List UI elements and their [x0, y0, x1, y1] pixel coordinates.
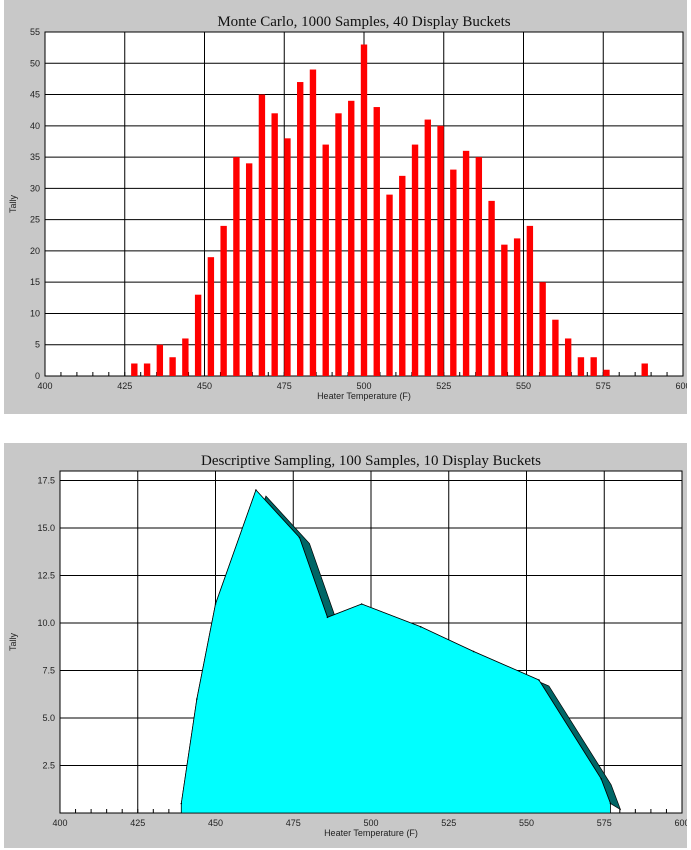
- histogram-bar: [552, 320, 558, 376]
- chart-title: Descriptive Sampling, 100 Samples, 10 Di…: [201, 453, 541, 469]
- histogram-bar: [565, 338, 571, 376]
- y-tick-label: 2.5: [42, 761, 55, 771]
- histogram-bar: [310, 70, 316, 376]
- histogram-bar: [144, 363, 150, 376]
- histogram-bar: [284, 138, 290, 376]
- histogram-bar: [463, 151, 469, 376]
- histogram-bar: [259, 95, 265, 376]
- x-tick-label: 500: [356, 381, 371, 391]
- histogram-bar: [590, 357, 596, 376]
- y-tick-label: 20: [30, 246, 40, 256]
- monte-carlo-chart-panel: 400 425 450 475 500 525 550 575 600 0 5 10 15 20 25 30 3…: [4, 0, 687, 414]
- histogram-bar: [335, 113, 341, 376]
- area-point: [420, 626, 422, 628]
- x-tick-label: 450: [197, 381, 212, 391]
- x-tick-label: 575: [597, 818, 612, 828]
- x-tick-label: 475: [286, 818, 301, 828]
- histogram-bar: [220, 226, 226, 376]
- histogram-bar: [386, 195, 392, 376]
- histogram-bar: [412, 145, 418, 376]
- y-tick-label: 15.0: [37, 523, 55, 533]
- histogram-bar: [450, 170, 456, 376]
- histogram-bar: [642, 363, 648, 376]
- area-point: [610, 803, 612, 805]
- y-tick-label: 55: [30, 27, 40, 37]
- y-tick-label: 50: [30, 58, 40, 68]
- x-tick-label: 500: [363, 818, 378, 828]
- monte-carlo-chart: 400 425 450 475 500 525 550 575 600 0 5 10 15 20 25 30 3…: [4, 0, 687, 414]
- x-tick-label: 425: [130, 818, 145, 828]
- histogram-bar: [246, 163, 252, 376]
- x-tick-label: 475: [277, 381, 292, 391]
- histogram-bar: [514, 238, 520, 376]
- area-point: [196, 698, 198, 700]
- histogram-bar: [437, 126, 443, 376]
- x-tick-label: 550: [516, 381, 531, 391]
- area-point: [600, 778, 602, 780]
- area-point: [215, 603, 217, 605]
- x-tick-label: 525: [436, 381, 451, 391]
- x-axis-label: Heater Temperature (F): [324, 828, 418, 838]
- y-tick-label: 10.0: [37, 618, 55, 628]
- histogram-bar: [195, 295, 201, 376]
- x-axis-label: Heater Temperature (F): [317, 391, 411, 401]
- histogram-bar: [425, 120, 431, 376]
- x-tick-label: 450: [208, 818, 223, 828]
- y-tick-label: 17.5: [37, 476, 55, 486]
- histogram-bar: [539, 282, 545, 376]
- y-tick-label: 35: [30, 152, 40, 162]
- histogram-bar: [374, 107, 380, 376]
- histogram-bar: [348, 101, 354, 376]
- histogram-bar: [297, 82, 303, 376]
- histogram-bar: [361, 45, 367, 376]
- histogram-bar: [233, 157, 239, 376]
- descriptive-sampling-chart-panel: 400 425 450 475 500 525 550 575 600 2.5 5.0 7.5 10.0…: [4, 443, 687, 848]
- y-tick-label: 7.5: [42, 666, 55, 676]
- histogram-bar: [527, 226, 533, 376]
- area-point: [327, 617, 329, 619]
- x-tick-label: 425: [117, 381, 132, 391]
- histogram-bar: [157, 345, 163, 376]
- y-tick-label: 40: [30, 121, 40, 131]
- histogram-bar: [271, 113, 277, 376]
- x-tick-label: 525: [441, 818, 456, 828]
- histogram-bar: [399, 176, 405, 376]
- histogram-bar: [488, 201, 494, 376]
- histogram-bar: [603, 370, 609, 376]
- y-tick-label: 0: [35, 371, 40, 381]
- area-point: [361, 603, 363, 605]
- x-tick-label: 550: [519, 818, 534, 828]
- descriptive-sampling-chart: 400 425 450 475 500 525 550 575 600 2.5 5.0 7.5 10.0…: [4, 443, 687, 848]
- x-tick-label: 575: [596, 381, 611, 391]
- x-tick-label: 400: [37, 381, 52, 391]
- x-tick-label: 600: [674, 818, 687, 828]
- y-tick-label: 10: [30, 308, 40, 318]
- y-tick-label: 15: [30, 277, 40, 287]
- histogram-bar: [501, 245, 507, 376]
- y-tick-label: 12.5: [37, 571, 55, 581]
- histogram-bar: [578, 357, 584, 376]
- y-tick-label: 5.0: [42, 713, 55, 723]
- histogram-bar: [182, 338, 188, 376]
- histogram-bar: [131, 363, 137, 376]
- y-tick-label: 5: [35, 340, 40, 350]
- area-point: [299, 537, 301, 539]
- chart-title: Monte Carlo, 1000 Samples, 40 Display Bu…: [217, 14, 510, 30]
- histogram-bar: [169, 357, 175, 376]
- y-tick-label: 45: [30, 90, 40, 100]
- area-point: [180, 803, 182, 805]
- y-axis-label: Tally: [8, 633, 18, 652]
- area-point: [473, 651, 475, 653]
- histogram-bar: [476, 157, 482, 376]
- x-tick-label: 600: [675, 381, 687, 391]
- y-tick-label: 30: [30, 183, 40, 193]
- histogram-bar: [323, 145, 329, 376]
- area-point: [538, 679, 540, 681]
- x-tick-label: 400: [52, 818, 67, 828]
- histogram-bar: [208, 257, 214, 376]
- area-point: [255, 489, 257, 491]
- y-tick-label: 25: [30, 215, 40, 225]
- y-axis-label: Tally: [8, 195, 18, 214]
